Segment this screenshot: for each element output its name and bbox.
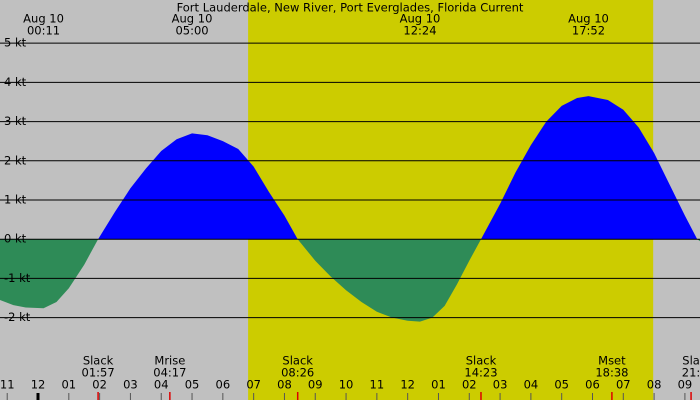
event-time: 18:38 [595, 366, 628, 380]
x-tick-label: 09 [678, 378, 693, 392]
y-tick-label: 3 kt [4, 114, 27, 128]
x-tick-label: 07 [246, 378, 261, 392]
y-tick-label: 5 kt [4, 36, 27, 50]
y-tick-label: 2 kt [4, 153, 27, 167]
y-tick-label: -1 kt [4, 271, 31, 285]
x-tick-label: 04 [154, 378, 169, 392]
ebb-area [0, 239, 99, 309]
peak-date: Aug 10 [172, 12, 213, 26]
peak-date: Aug 10 [400, 12, 441, 26]
peak-time: 00:11 [27, 24, 60, 38]
x-tick-label: 05 [554, 378, 569, 392]
x-tick-label: 01 [431, 378, 446, 392]
x-tick-label: 03 [493, 378, 508, 392]
chart-title: Fort Lauderdale, New River, Port Evergla… [177, 1, 524, 15]
x-tick-label: 12 [400, 378, 415, 392]
peak-date: Aug 10 [23, 12, 64, 26]
x-tick-label: 09 [308, 378, 323, 392]
ebb-area [297, 239, 481, 322]
event-time: 14:23 [464, 366, 497, 380]
x-tick-label: 08 [647, 378, 662, 392]
flood-area [480, 96, 698, 240]
x-tick-label: 06 [585, 378, 600, 392]
event-label: Slack [466, 354, 497, 368]
y-tick-label: 1 kt [4, 193, 27, 207]
x-tick-label: 04 [524, 378, 539, 392]
x-tick-label: 07 [616, 378, 631, 392]
x-tick-label: 12 [31, 378, 46, 392]
x-tick-label: 06 [216, 378, 231, 392]
y-tick-label: 0 kt [4, 232, 27, 246]
x-tick-label: 08 [277, 378, 292, 392]
x-tick-label: 03 [123, 378, 138, 392]
event-time: 01:57 [82, 366, 115, 380]
peak-time: 12:24 [403, 24, 436, 38]
event-label: Mrise [154, 354, 185, 368]
event-time: 04:17 [153, 366, 186, 380]
event-label: Sla [682, 354, 700, 368]
y-tick-label: -2 kt [4, 310, 31, 324]
x-tick-label: 01 [61, 378, 76, 392]
event-label: Slack [83, 354, 114, 368]
event-time: 08:26 [281, 366, 314, 380]
x-tick-label: 10 [339, 378, 354, 392]
x-tick-label: 02 [462, 378, 477, 392]
y-tick-label: 4 kt [4, 75, 27, 89]
event-label: Mset [598, 354, 626, 368]
x-tick-label: 11 [0, 378, 15, 392]
x-tick-label: 02 [92, 378, 107, 392]
x-tick-label: 11 [370, 378, 385, 392]
event-time: 21: [682, 366, 700, 380]
peak-time: 05:00 [175, 24, 208, 38]
peak-time: 17:52 [572, 24, 605, 38]
flood-area [98, 133, 298, 240]
x-tick-label: 05 [185, 378, 200, 392]
event-label: Slack [282, 354, 313, 368]
peak-date: Aug 10 [568, 12, 609, 26]
